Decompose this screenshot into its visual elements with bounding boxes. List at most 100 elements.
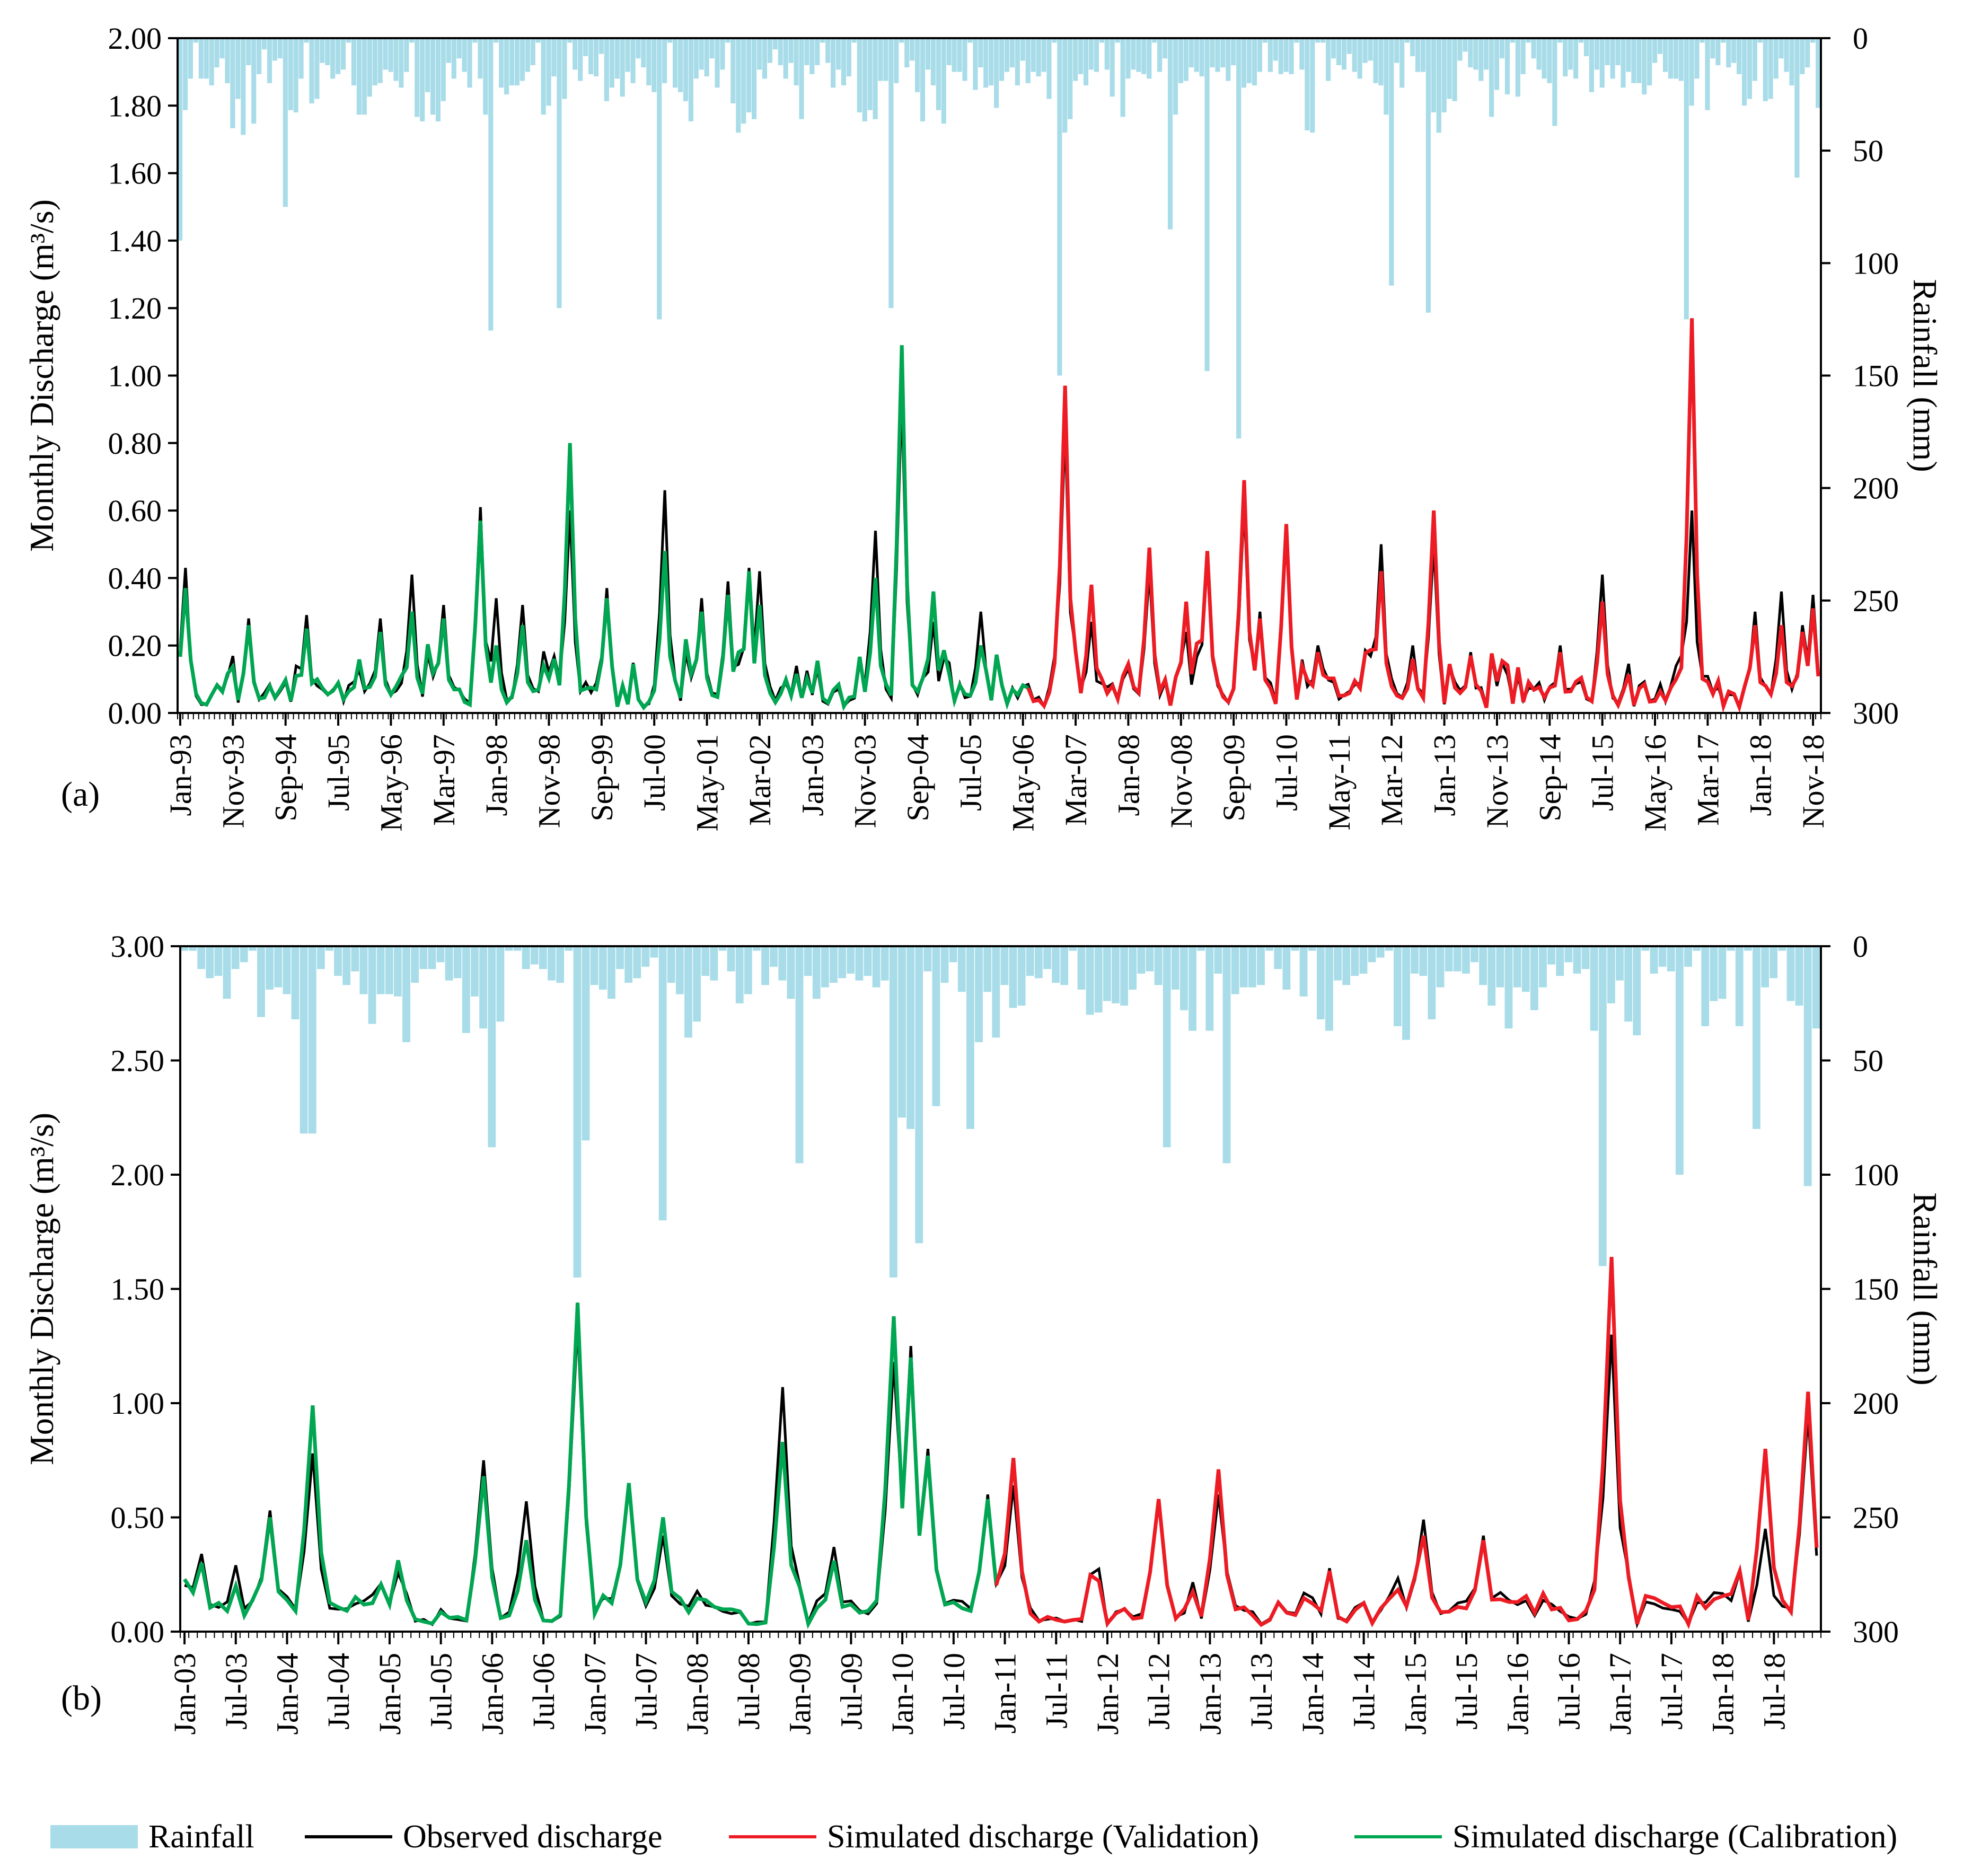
rainfall-bar — [436, 946, 445, 963]
rainfall-bar — [1026, 946, 1034, 976]
rainfall-bar — [298, 38, 304, 79]
rainfall-bar — [456, 38, 462, 59]
rainfall-bar — [1718, 946, 1727, 999]
rainfall-bar — [646, 38, 652, 86]
x-tick-label: Sep-99 — [585, 734, 619, 821]
rainfall-bar — [1515, 38, 1520, 97]
rainfall-bar — [709, 38, 715, 59]
y-tick-label: 1.00 — [111, 1386, 165, 1421]
rainfall-bar — [809, 38, 815, 74]
rainfall-bar — [1036, 38, 1041, 77]
rainfall-bar — [1062, 38, 1068, 133]
rainfall-bar — [862, 38, 867, 121]
x-tick-label: Jan-13 — [1193, 1653, 1227, 1735]
rainfall-bar — [978, 38, 983, 68]
y-tick-label: 2.50 — [111, 1044, 165, 1078]
rainfall-bar — [430, 38, 436, 115]
rainfall-bar — [799, 38, 804, 119]
chart-panel-b: 0.00 0.50 1.00 1.50 2.00 2.50 3.00 0 50 100 150 200… — [23, 929, 1944, 1735]
rainfall-bar — [1167, 38, 1173, 230]
rainfall-bar — [530, 946, 539, 965]
rainfall-bar — [182, 38, 188, 110]
x-tick-label: Jan-03 — [795, 734, 830, 816]
rainfall-bar — [1278, 38, 1283, 74]
rainfall-bar — [1034, 946, 1043, 979]
rainfall-bar — [1607, 946, 1615, 1003]
rainfall-bar — [342, 946, 351, 985]
rainfall-bar — [652, 38, 657, 92]
x-tick-label: Jul-16 — [1552, 1653, 1587, 1730]
rainfall-bar — [788, 38, 794, 63]
chart-panel-a: 0.00 0.20 0.40 0.60 0.80 1.00 1.20 1.40 1.60 1.80… — [23, 21, 1944, 832]
rainfall-bar — [994, 38, 999, 108]
rainfall-bar — [973, 38, 978, 90]
rainfall-bar — [1752, 38, 1757, 81]
rainfall-bar — [1325, 946, 1333, 1031]
rainfall-bar — [983, 38, 989, 88]
rainfall-bar — [261, 38, 267, 50]
x-tick-label: Sep-94 — [269, 734, 303, 821]
x-tick-label: May-11 — [1322, 734, 1357, 830]
rainfall-bar — [223, 946, 231, 999]
y-tick-label: 1.00 — [108, 359, 162, 393]
rainfall-bar — [1700, 38, 1705, 43]
rainfall-bar — [715, 38, 720, 88]
rainfall-bar — [336, 38, 341, 74]
rainfall-bar — [1436, 946, 1445, 988]
rainfall-bar — [304, 38, 309, 43]
rainfall-bar — [1410, 38, 1415, 56]
x-tick-label: Jul-15 — [1586, 734, 1620, 811]
rainfall-bars — [178, 38, 1821, 439]
rainfall-bar — [701, 946, 710, 976]
rainfall-bar — [1157, 38, 1163, 72]
rainfall-bar — [206, 946, 214, 979]
panel-label: (b) — [61, 1679, 102, 1718]
rainfall-bar — [1041, 38, 1046, 72]
rainfall-bar — [178, 38, 183, 241]
rainfall-bar — [1236, 38, 1242, 439]
y2-tick-label: 150 — [1853, 359, 1899, 393]
rainfall-bar — [672, 38, 678, 88]
rainfall-bar — [688, 38, 693, 121]
y2-tick-label: 100 — [1853, 246, 1899, 280]
rainfall-bar — [1214, 946, 1222, 974]
x-tick-label: Mar-07 — [1059, 734, 1093, 826]
rainfall-bar — [1573, 946, 1581, 974]
rainfall-bar — [889, 946, 897, 1278]
x-tick-label: Jan-12 — [1090, 1653, 1125, 1735]
rainfall-bar — [551, 38, 557, 77]
rainfall-bar — [1564, 946, 1573, 963]
rainfall-bar — [1152, 38, 1157, 43]
rainfall-bar — [583, 38, 588, 56]
rainfall-bar — [727, 946, 735, 972]
y2-tick-label: 250 — [1853, 584, 1899, 618]
rainfall-bar — [1479, 946, 1487, 985]
rainfall-bar — [1000, 946, 1009, 985]
rainfall-bar — [1273, 38, 1278, 61]
rainfall-bar — [1310, 38, 1315, 133]
rainfall-bar — [704, 38, 709, 77]
rainfall-bar — [1020, 38, 1025, 61]
rainfall-bar — [1326, 38, 1331, 81]
rainfall-bar — [411, 946, 419, 983]
rainfall-bar — [899, 38, 904, 43]
rainfall-bar — [804, 38, 809, 65]
rainfall-bar — [999, 38, 1005, 81]
rainfall-bar — [1078, 38, 1084, 74]
rainfall-bar — [541, 38, 546, 115]
rainfall-bar — [1083, 38, 1089, 86]
rainfall-bar — [1173, 38, 1178, 115]
rainfall-bar — [888, 38, 894, 309]
rainfall-bar — [1457, 38, 1463, 61]
x-tick-label: Sep-14 — [1533, 734, 1567, 821]
rainfall-bar — [1368, 946, 1376, 963]
rainfall-bar — [1017, 946, 1026, 1006]
rainfall-bar — [272, 38, 277, 61]
rainfall-bar — [1673, 38, 1678, 79]
rainfall-bar — [812, 946, 821, 999]
rainfall-bar — [730, 38, 736, 104]
rainfall-bar — [1610, 38, 1615, 79]
x-tick-label: Jul-14 — [1347, 1653, 1381, 1730]
rainfall-bar — [283, 38, 288, 207]
rainfall-bar — [1436, 38, 1441, 133]
